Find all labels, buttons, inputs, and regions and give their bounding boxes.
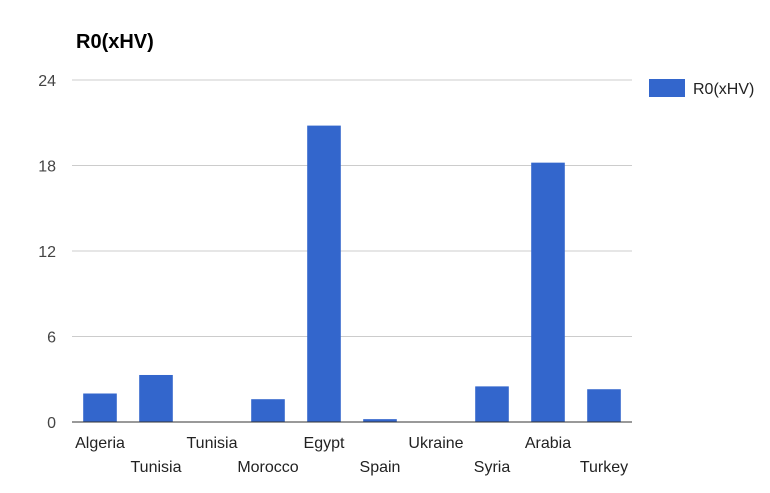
legend-swatch: [649, 79, 685, 97]
bar: [307, 125, 341, 422]
x-tick-label: Tunisia: [187, 435, 238, 452]
x-tick-label: Syria: [474, 459, 511, 476]
bar: [83, 393, 117, 422]
x-tick-label: Tunisia: [131, 459, 182, 476]
y-tick-label: 6: [47, 330, 56, 347]
bar: [139, 374, 173, 422]
x-tick-label: Turkey: [580, 459, 628, 476]
y-tick-label: 24: [38, 73, 56, 90]
x-tick-label: Algeria: [75, 435, 125, 452]
x-tick-label: Arabia: [525, 435, 571, 452]
x-tick-label: Morocco: [237, 459, 298, 476]
x-axis-labels: Algeria Tunisia Tunisia Morocco Egypt Spain Uk…: [75, 435, 628, 476]
y-tick-label: 18: [38, 159, 56, 176]
bar: [363, 419, 397, 422]
y-tick-label: 0: [47, 415, 56, 432]
bar: [587, 389, 621, 422]
bar: [475, 386, 509, 423]
legend-label: R0(xHV): [693, 81, 754, 98]
bars: [83, 125, 621, 423]
x-tick-label: Ukraine: [408, 435, 463, 452]
y-tick-label: 12: [38, 244, 56, 261]
x-tick-label: Spain: [360, 459, 401, 476]
chart-title: R0(xHV): [76, 31, 154, 53]
bar: [251, 399, 285, 422]
x-tick-label: Egypt: [304, 435, 345, 452]
legend: R0(xHV): [649, 79, 754, 98]
bar: [531, 162, 565, 422]
y-axis-ticks: 0 6 12 18 24: [38, 73, 56, 432]
